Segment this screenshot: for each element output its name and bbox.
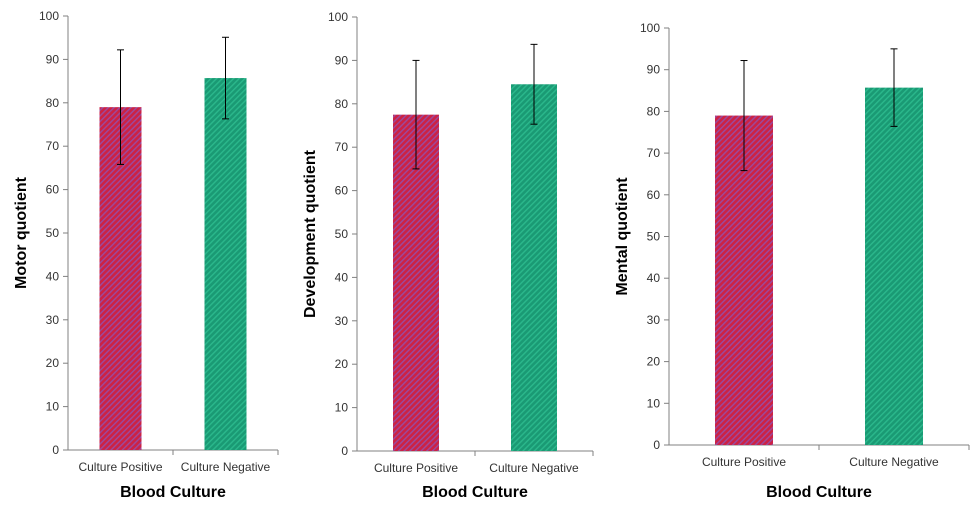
x-category-label: Culture Positive: [78, 460, 162, 474]
chart-panel-2: 0 10 20 30 40 50 60 70 80 90 100 Culture Positive Cu…: [302, 10, 594, 501]
y-tick-label: 80: [46, 96, 60, 110]
y-tick-label: 60: [647, 188, 661, 202]
y-tick-label: 100: [640, 21, 660, 35]
y-tick-label: 70: [647, 146, 661, 160]
y-tick-label: 80: [647, 104, 661, 118]
y-tick-label: 0: [341, 444, 348, 458]
bar-culture-negative[interactable]: [511, 84, 557, 452]
y-axis-title: Motor quotient: [13, 176, 30, 289]
x-category-label: Culture Positive: [702, 455, 786, 469]
chart-panel-3: 0 10 20 30 40 50 60 70 80 90 100 Culture Positive Cu…: [614, 21, 970, 501]
x-axis-title: Blood Culture: [766, 484, 872, 501]
y-tick-label: 90: [335, 53, 349, 67]
y-tick-label: 70: [46, 139, 60, 153]
y-tick-label: 30: [46, 313, 60, 327]
y-tick-label: 50: [647, 230, 661, 244]
y-axis-title: Mental quotient: [614, 177, 631, 296]
y-tick-label: 40: [647, 271, 661, 285]
y-tick-label: 40: [46, 269, 60, 283]
chart-panel-1: 0 10 20 30 40 50 60 70 80 90 100 Culture Positive Cu…: [13, 9, 279, 501]
y-tick-label: 10: [647, 396, 661, 410]
y-tick-label: 30: [335, 314, 349, 328]
y-tick-label: 10: [46, 400, 60, 414]
y-tick-label: 60: [335, 184, 349, 198]
y-tick-label: 20: [46, 356, 60, 370]
y-tick-label: 50: [46, 226, 60, 240]
x-category-label: Culture Positive: [374, 461, 458, 475]
y-tick-label: 20: [647, 355, 661, 369]
y-tick-label: 10: [335, 401, 349, 415]
y-tick-label: 100: [328, 10, 348, 24]
y-tick-label: 90: [46, 52, 60, 66]
y-tick-label: 0: [52, 443, 59, 457]
y-tick-label: 30: [647, 313, 661, 327]
y-tick-label: 60: [46, 183, 60, 197]
y-tick-label: 20: [335, 357, 349, 371]
y-tick-label: 70: [335, 140, 349, 154]
bar-culture-positive[interactable]: [393, 114, 439, 452]
y-tick-label: 50: [335, 227, 349, 241]
x-axis-title: Blood Culture: [120, 484, 226, 501]
bar-culture-negative[interactable]: [865, 87, 923, 446]
y-tick-label: 100: [39, 9, 59, 23]
x-axis-title: Blood Culture: [422, 484, 528, 501]
x-category-label: Culture Negative: [489, 461, 579, 475]
x-category-label: Culture Negative: [181, 460, 271, 474]
bar-culture-negative[interactable]: [204, 78, 247, 450]
y-tick-label: 90: [647, 63, 661, 77]
x-category-label: Culture Negative: [849, 455, 939, 469]
y-axis-title: Development quotient: [302, 149, 319, 318]
y-tick-label: 0: [653, 438, 660, 452]
y-tick-label: 80: [335, 97, 349, 111]
y-tick-label: 40: [335, 270, 349, 284]
